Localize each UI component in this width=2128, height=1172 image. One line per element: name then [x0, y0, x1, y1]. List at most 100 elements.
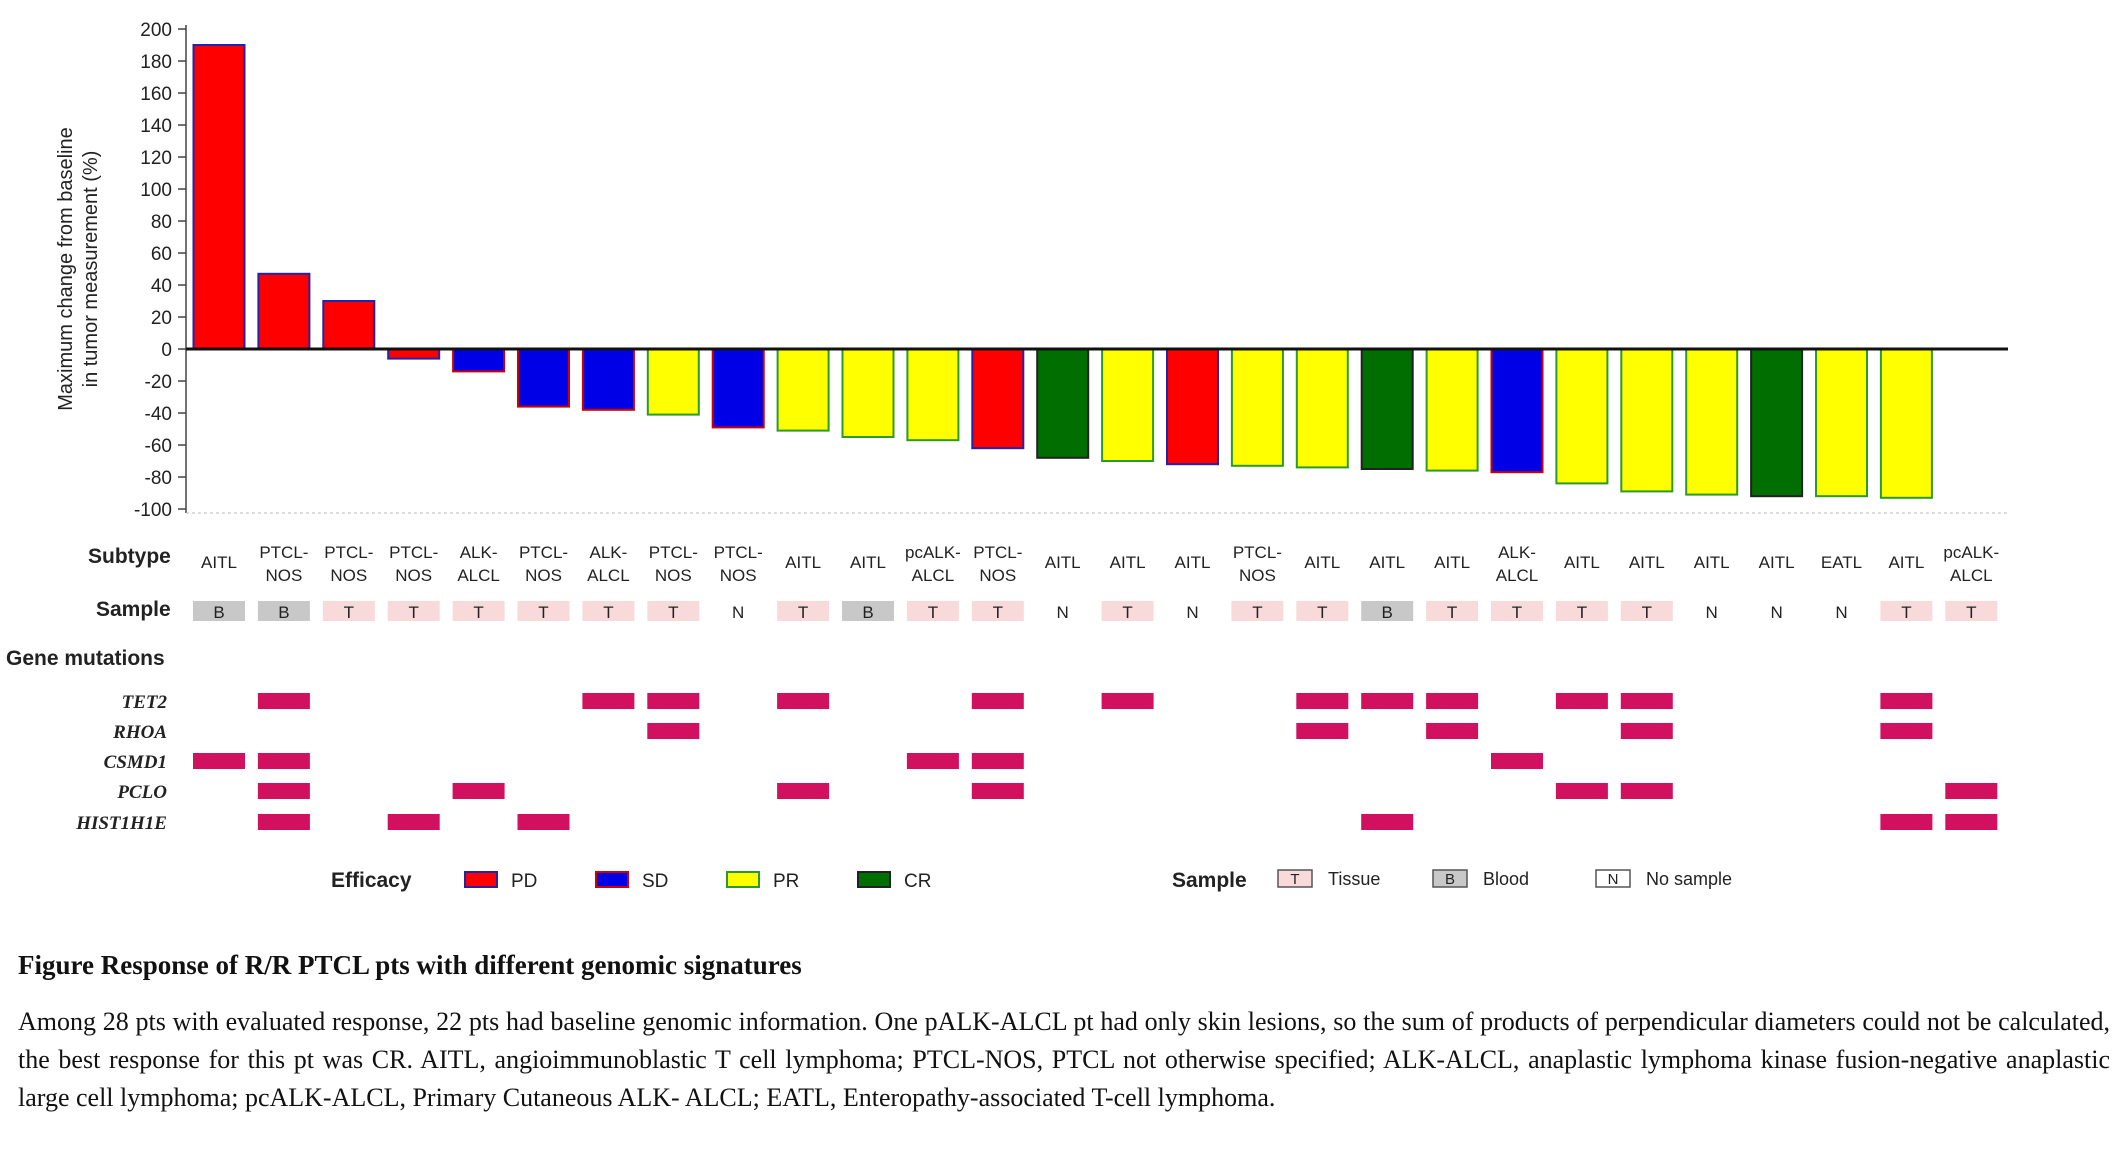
- bar: [1815, 348, 1868, 498]
- mutation-mark: [193, 753, 245, 769]
- sample-cell: [647, 601, 700, 621]
- mutation-mark: [1620, 783, 1673, 799]
- mutation-mark: [517, 814, 570, 830]
- subtype-label: AITL: [785, 553, 821, 572]
- sample-code: T: [798, 603, 808, 622]
- mutation-mark: [1361, 814, 1414, 830]
- subtype-label: AITL: [201, 553, 237, 572]
- sample-code: T: [603, 603, 613, 622]
- y-tick-label: 20: [151, 308, 172, 329]
- sample-cell: [257, 601, 310, 621]
- mutation-mark: [1491, 753, 1543, 769]
- sample-cell: [517, 601, 570, 621]
- sample-cell: [971, 601, 1024, 621]
- bar: [841, 348, 895, 438]
- bar: [906, 348, 960, 442]
- sample-code: T: [473, 603, 483, 622]
- subtype-label: AITL: [850, 553, 886, 572]
- gene-mutations-label: Gene mutations: [6, 647, 165, 670]
- sample-cell: [582, 601, 635, 621]
- sample-code: T: [1317, 603, 1327, 622]
- bar: [1360, 348, 1414, 470]
- sample-code: N: [1770, 603, 1782, 622]
- mutation-mark: [257, 693, 310, 709]
- subtype-row-label: Subtype: [88, 545, 171, 568]
- subtype-label: AITL: [1434, 553, 1470, 572]
- bar: [776, 348, 830, 432]
- subtype-label: NOS: [979, 566, 1016, 585]
- subtype-label: AITL: [1175, 553, 1211, 572]
- mutation-mark: [257, 753, 310, 769]
- bar: [581, 348, 635, 411]
- sample-legend-label: Tissue: [1328, 869, 1380, 889]
- subtype-label: AITL: [1759, 553, 1795, 572]
- y-tick-label: 60: [151, 244, 172, 265]
- efficacy-legend-label: CR: [904, 871, 931, 892]
- sample-legend-code: B: [1445, 871, 1455, 888]
- y-tick-label: -100: [134, 500, 172, 521]
- sample-code: T: [1577, 603, 1587, 622]
- subtype-label: NOS: [265, 566, 302, 585]
- subtype-label: ALCL: [587, 566, 630, 585]
- caption-body: Among 28 pts with evaluated response, 22…: [18, 1007, 2110, 1112]
- subtype-label: AITL: [1304, 553, 1340, 572]
- y-axis-label: in tumor measurement (%): [80, 151, 102, 388]
- figure-caption: Figure Response of R/R PTCL pts with dif…: [18, 950, 2110, 1117]
- efficacy-legend-title: Efficacy: [331, 869, 412, 892]
- y-axis-label: Maximum change from baseline: [55, 127, 77, 410]
- sample-code: T: [1642, 603, 1652, 622]
- y-tick-label: 140: [140, 116, 172, 137]
- subtype-label: PTCL-: [389, 543, 438, 562]
- y-tick-label: 100: [140, 180, 172, 201]
- gene-name: PCLO: [116, 782, 167, 803]
- sample-cell: [842, 601, 894, 621]
- efficacy-legend-swatch: [464, 871, 498, 888]
- mutation-mark: [1296, 723, 1349, 739]
- subtype-label: NOS: [330, 566, 367, 585]
- efficacy-legend-swatch: [726, 871, 760, 888]
- sample-code: T: [928, 603, 938, 622]
- bar: [322, 300, 376, 350]
- mutation-mark: [452, 783, 505, 799]
- sample-row-label: Sample: [96, 598, 171, 621]
- sample-code: N: [1186, 603, 1198, 622]
- y-tick-label: 120: [140, 148, 172, 169]
- subtype-label: PTCL-: [649, 543, 698, 562]
- sample-cell: [1361, 601, 1414, 621]
- bar: [1230, 348, 1284, 467]
- efficacy-legend-label: PD: [511, 871, 537, 892]
- sample-cell: [1945, 601, 1998, 621]
- mutation-mark: [971, 753, 1024, 769]
- y-tick-label: -60: [145, 436, 172, 457]
- subtype-label: NOS: [655, 566, 692, 585]
- bar: [1036, 348, 1090, 459]
- sample-code: B: [1382, 603, 1393, 622]
- sample-cell: [1231, 601, 1284, 621]
- bar: [1620, 348, 1674, 493]
- mutation-mark: [1945, 814, 1998, 830]
- sample-code: T: [1901, 603, 1911, 622]
- subtype-label: pcALK-: [905, 543, 961, 562]
- sample-legend-code: T: [1290, 871, 1299, 888]
- mutation-mark: [1555, 693, 1608, 709]
- sample-code: T: [1512, 603, 1522, 622]
- subtype-label: PTCL-: [973, 543, 1022, 562]
- bar: [1295, 348, 1349, 469]
- subtype-label: AITL: [1564, 553, 1600, 572]
- subtype-label: ALK-: [460, 543, 498, 562]
- sample-code: T: [1252, 603, 1262, 622]
- sample-cell: [322, 601, 375, 621]
- mutation-mark: [1555, 783, 1608, 799]
- sample-code: N: [732, 603, 744, 622]
- sample-code: T: [538, 603, 548, 622]
- sample-cell: [1296, 601, 1349, 621]
- bar: [1166, 348, 1219, 466]
- bar: [711, 348, 765, 429]
- subtype-label: AITL: [1888, 553, 1924, 572]
- gene-name: TET2: [122, 692, 168, 713]
- bar: [971, 348, 1025, 450]
- efficacy-legend-swatch: [595, 871, 629, 888]
- sample-cell: [1620, 601, 1673, 621]
- sample-cell: [777, 601, 830, 621]
- mutation-mark: [257, 814, 310, 830]
